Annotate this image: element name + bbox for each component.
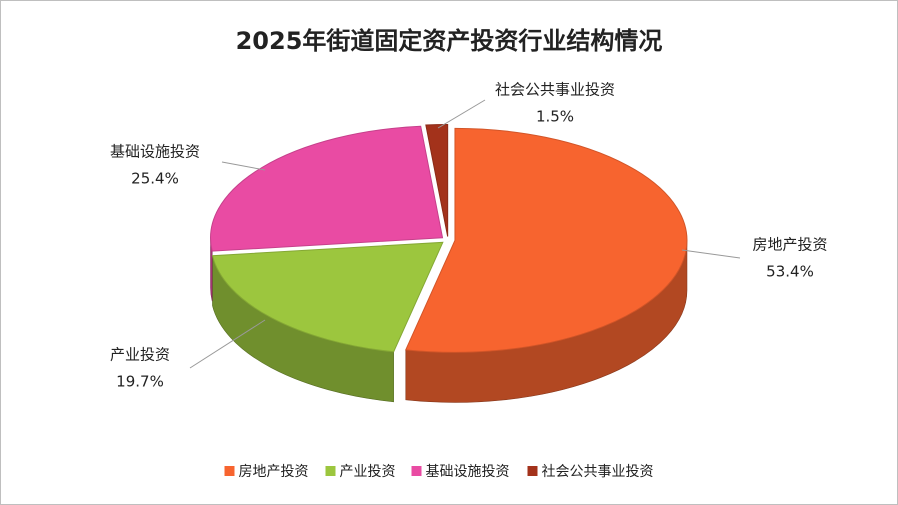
chart-title: 2025年街道固定资产投资行业结构情况 [236,27,663,55]
leader-line [221,161,266,171]
data-label-name: 产业投资 [110,346,170,364]
pie-slice [210,125,444,252]
leader-line [681,249,741,259]
pie-slice [405,127,688,353]
data-label-value: 53.4% [766,263,814,281]
pie-tops [210,124,688,353]
legend-swatch [411,466,422,476]
legend-label: 社会公共事业投资 [542,464,654,480]
data-label-name: 社会公共事业投资 [495,81,615,99]
data-label-value: 19.7% [116,373,164,391]
data-label-name: 房地产投资 [752,236,827,254]
legend-swatch [527,466,538,476]
data-label-value: 1.5% [536,108,574,126]
legend-label: 基础设施投资 [426,463,510,480]
legend-label: 产业投资 [340,464,396,480]
data-label-name: 基础设施投资 [110,143,200,161]
data-label-value: 25.4% [131,170,179,188]
pie-slice [211,241,444,353]
pie-slice [425,124,449,237]
legend-swatch [224,466,235,476]
legend-swatch [325,466,336,476]
leader-line [189,319,266,369]
legend-label: 房地产投资 [239,464,309,480]
leader-line [437,99,486,129]
